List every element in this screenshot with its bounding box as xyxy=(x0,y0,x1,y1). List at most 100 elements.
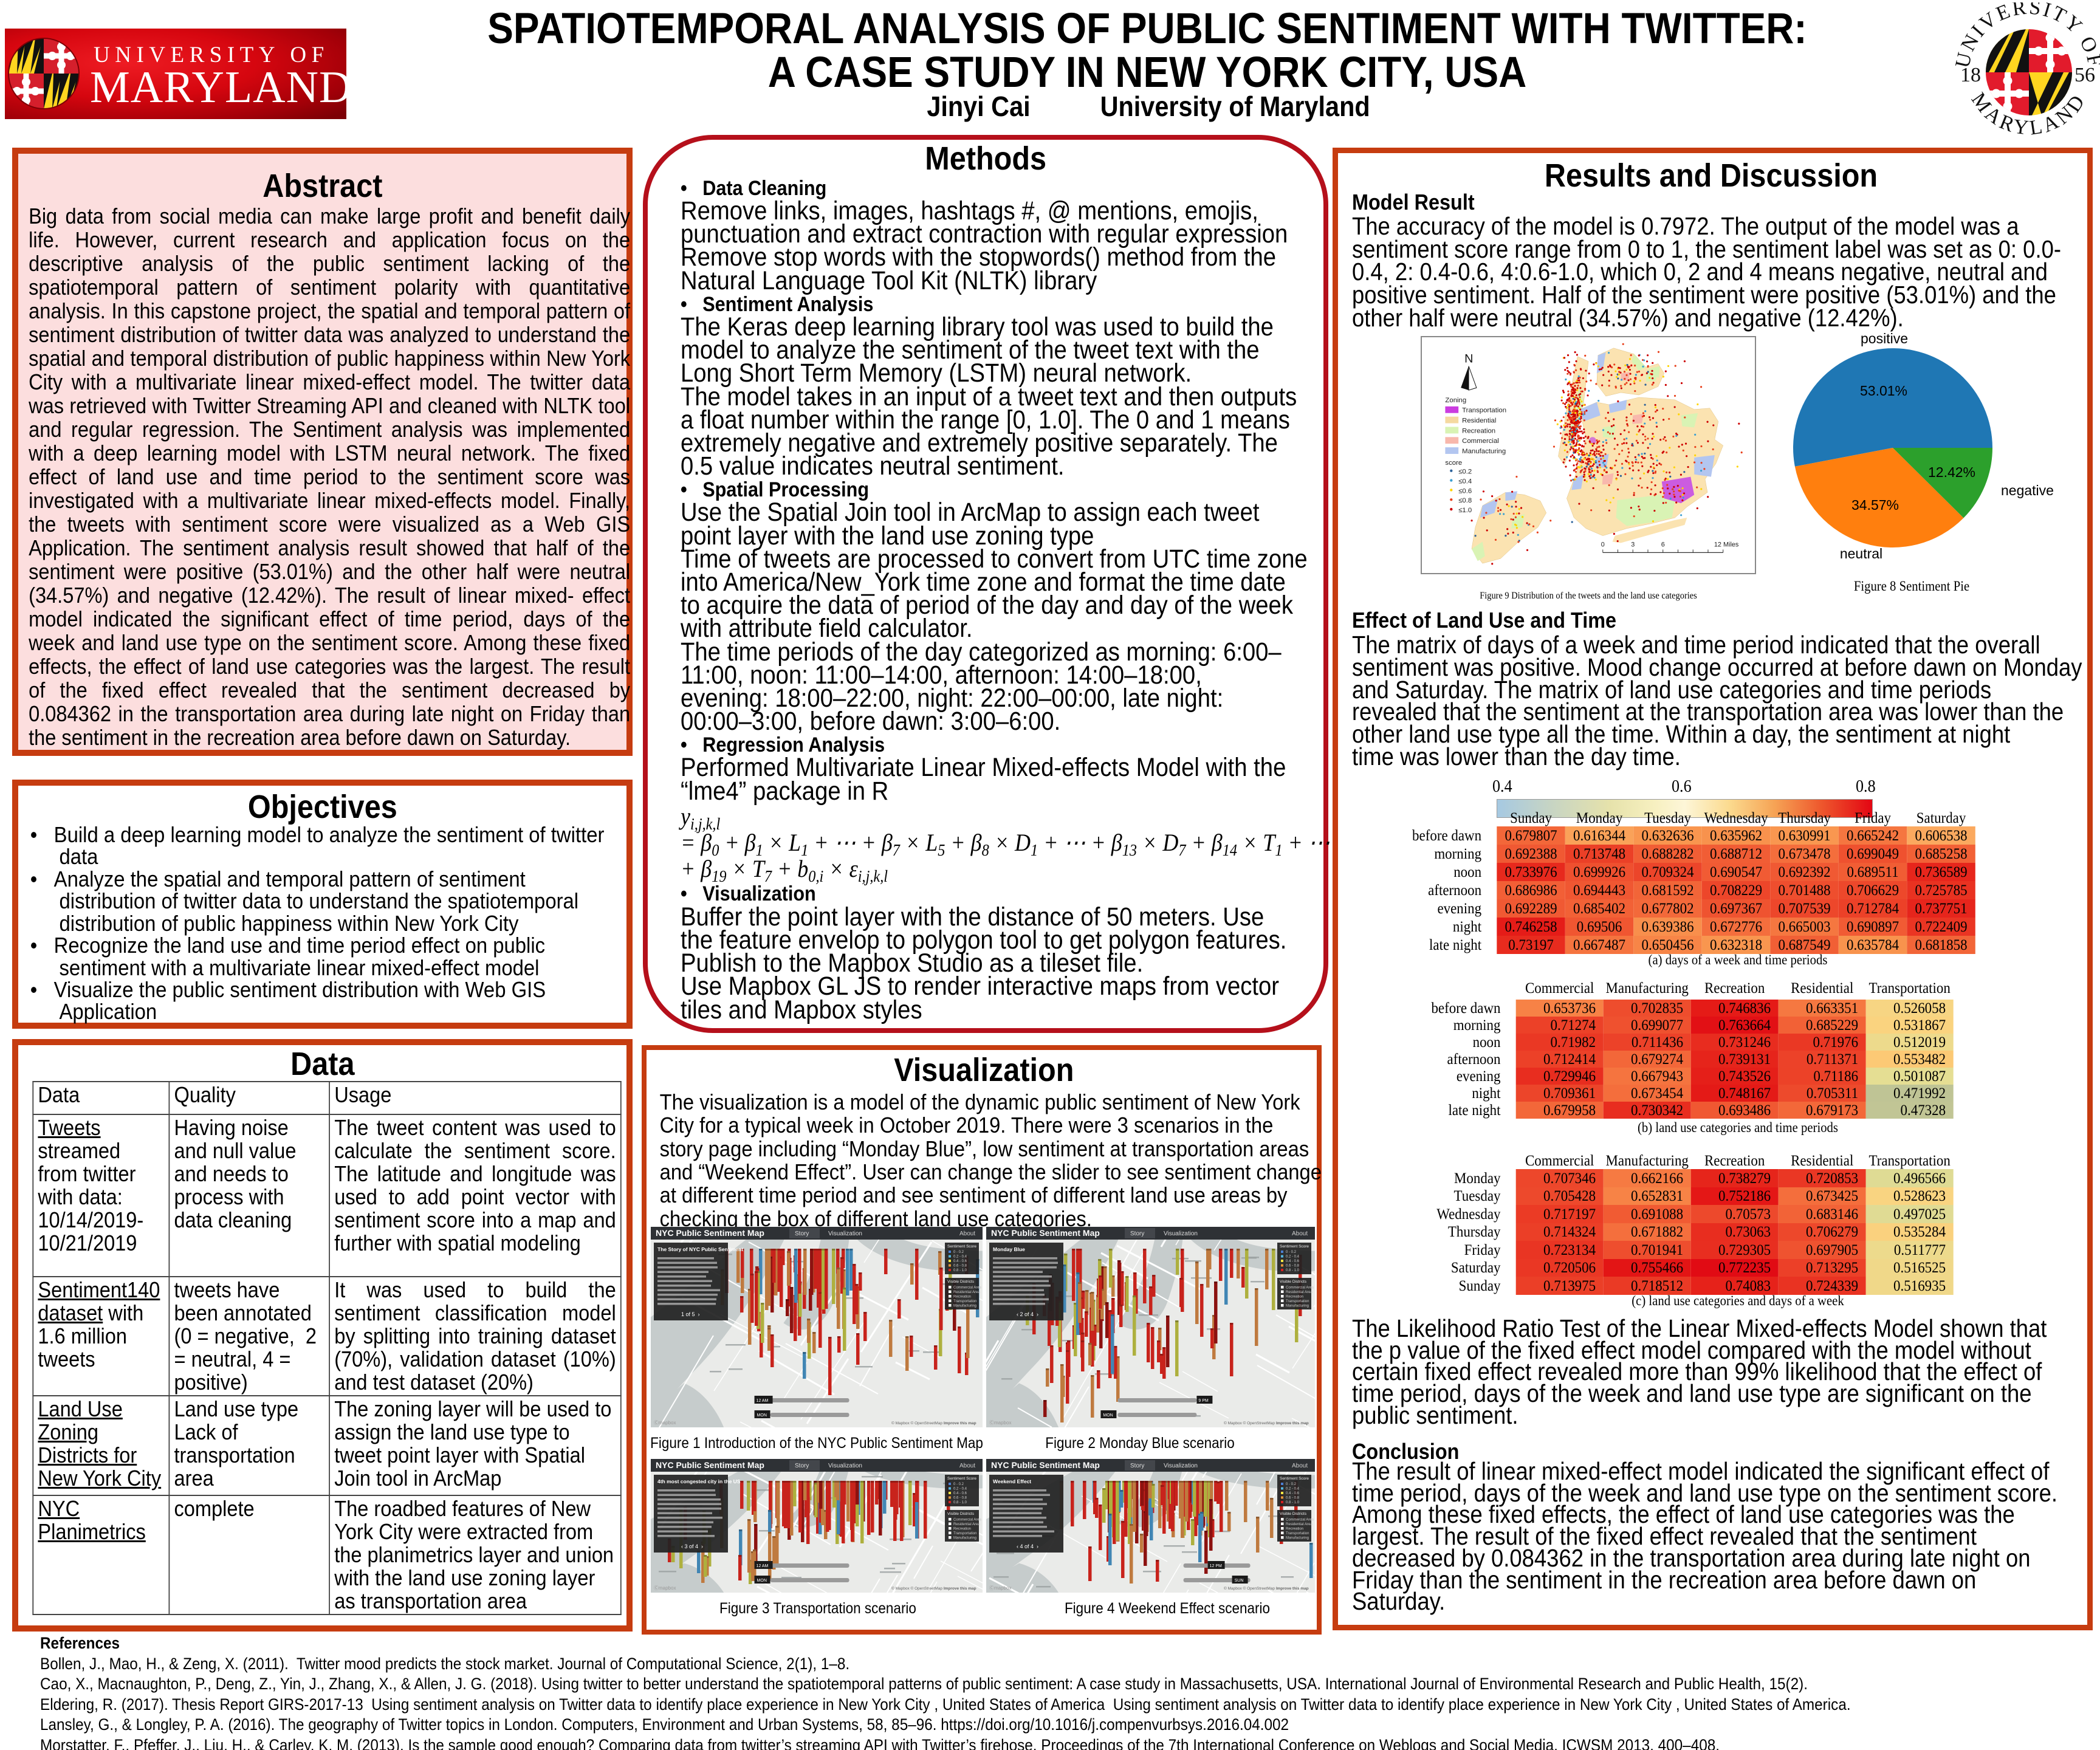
svg-text:© Mapbox © OpenStreetMap Impro: © Mapbox © OpenStreetMap Improve this ma… xyxy=(891,1421,976,1426)
svg-text:Visible Districts: Visible Districts xyxy=(1280,1280,1307,1284)
svg-text:‹ 2 of 4 ›: ‹ 2 of 4 › xyxy=(1017,1311,1038,1317)
svg-text:0.8 - 1.0: 0.8 - 1.0 xyxy=(1286,1501,1300,1505)
svg-text:Commercial: Commercial xyxy=(1462,437,1499,445)
svg-text:NYC Public Sentiment Map: NYC Public Sentiment Map xyxy=(991,1460,1100,1470)
svg-text:About: About xyxy=(1292,1463,1308,1469)
svg-text:0.8 - 1.0: 0.8 - 1.0 xyxy=(1286,1269,1300,1272)
svg-text:Visible Districts: Visible Districts xyxy=(1280,1512,1307,1516)
svg-text:Monday Blue: Monday Blue xyxy=(993,1246,1025,1252)
svg-text:Story: Story xyxy=(795,1230,809,1237)
svg-text:Recreation: Recreation xyxy=(1286,1295,1303,1299)
svg-text:score: score xyxy=(1445,459,1462,467)
svg-text:1 of 5 ›: 1 of 5 › xyxy=(681,1311,700,1317)
svg-text:About: About xyxy=(959,1230,975,1237)
svg-text:Story: Story xyxy=(795,1463,809,1469)
svg-text:34.57%: 34.57% xyxy=(1851,497,1899,513)
svg-text:0.6 - 0.8: 0.6 - 0.8 xyxy=(953,1264,967,1268)
svg-text:0.4 - 0.6: 0.4 - 0.6 xyxy=(953,1492,967,1495)
svg-text:≤0.6: ≤0.6 xyxy=(1458,487,1472,495)
svg-text:Ⓒmapbox: Ⓒmapbox xyxy=(654,1420,676,1426)
svg-text:12 AM: 12 AM xyxy=(757,1399,769,1403)
svg-text:18: 18 xyxy=(1960,64,1981,86)
svg-text:MON: MON xyxy=(757,1413,767,1418)
svg-text:© Mapbox © OpenStreetMap Impro: © Mapbox © OpenStreetMap Improve this ma… xyxy=(1224,1421,1309,1426)
svg-text:NYC Public Sentiment Map: NYC Public Sentiment Map xyxy=(656,1228,764,1238)
svg-text:Ⓒmapbox: Ⓒmapbox xyxy=(654,1585,676,1591)
svg-text:Visible Districts: Visible Districts xyxy=(947,1280,975,1284)
svg-text:Manufacturing: Manufacturing xyxy=(953,1537,976,1540)
svg-text:Visualization: Visualization xyxy=(1164,1463,1198,1469)
svg-text:Commercial Area: Commercial Area xyxy=(1286,1286,1314,1290)
svg-text:0.8 - 1.0: 0.8 - 1.0 xyxy=(953,1269,967,1272)
svg-text:Commercial Area: Commercial Area xyxy=(953,1286,982,1290)
svg-text:0.6 - 0.8: 0.6 - 0.8 xyxy=(1286,1264,1300,1268)
svg-text:UNIVERSITY OF: UNIVERSITY OF xyxy=(94,43,329,67)
svg-text:Transportation: Transportation xyxy=(953,1532,976,1536)
svg-text:Transportation: Transportation xyxy=(1462,407,1506,414)
svg-text:0.2 - 0.4: 0.2 - 0.4 xyxy=(1286,1255,1300,1259)
svg-text:12 AM: 12 AM xyxy=(757,1564,769,1568)
svg-text:SUN: SUN xyxy=(1235,1579,1244,1583)
svg-text:Commercial Area: Commercial Area xyxy=(953,1518,982,1522)
svg-text:neutral: neutral xyxy=(1840,546,1882,561)
svg-text:0.2 - 0.4: 0.2 - 0.4 xyxy=(953,1487,967,1491)
svg-text:N: N xyxy=(1464,352,1473,366)
svg-text:≤0.8: ≤0.8 xyxy=(1458,497,1472,504)
svg-text:4th most congested city in the: 4th most congested city in the US xyxy=(657,1478,741,1484)
svg-text:53.01%: 53.01% xyxy=(1860,383,1907,399)
svg-text:0.2 - 0.4: 0.2 - 0.4 xyxy=(953,1255,967,1259)
svg-text:Sentiment Score: Sentiment Score xyxy=(947,1244,976,1249)
svg-text:Recreation: Recreation xyxy=(953,1528,971,1531)
svg-text:56: 56 xyxy=(2074,64,2095,86)
svg-text:negative: negative xyxy=(2001,482,2054,498)
svg-text:≤1.0: ≤1.0 xyxy=(1458,507,1472,514)
svg-text:Ⓒmapbox: Ⓒmapbox xyxy=(989,1420,1011,1426)
svg-text:About: About xyxy=(959,1463,975,1469)
svg-text:Residential Area: Residential Area xyxy=(1286,1523,1312,1526)
svg-text:0 - 0.2: 0 - 0.2 xyxy=(953,1483,964,1486)
svg-text:0.8 - 1.0: 0.8 - 1.0 xyxy=(953,1501,967,1505)
svg-text:Story: Story xyxy=(1130,1463,1144,1469)
svg-text:‹ 4 of 4 ›: ‹ 4 of 4 › xyxy=(1017,1543,1038,1549)
svg-text:Manufacturing: Manufacturing xyxy=(1462,448,1506,455)
svg-text:Transportation: Transportation xyxy=(1286,1532,1309,1536)
svg-text:MON: MON xyxy=(1103,1413,1113,1418)
svg-text:12 PM: 12 PM xyxy=(1210,1564,1222,1568)
svg-text:0.4 - 0.6: 0.4 - 0.6 xyxy=(953,1260,967,1263)
svg-text:© Mapbox © OpenStreetMap Impro: © Mapbox © OpenStreetMap Improve this ma… xyxy=(1224,1586,1309,1591)
svg-text:Manufacturing: Manufacturing xyxy=(1286,1305,1309,1308)
svg-text:0: 0 xyxy=(1601,541,1605,548)
svg-text:Ⓒmapbox: Ⓒmapbox xyxy=(989,1585,1011,1591)
svg-text:Residential: Residential xyxy=(1462,417,1496,425)
svg-text:0.2 - 0.4: 0.2 - 0.4 xyxy=(1286,1487,1300,1491)
svg-text:Manufacturing: Manufacturing xyxy=(953,1305,976,1308)
svg-text:Visible Districts: Visible Districts xyxy=(947,1512,975,1516)
svg-text:NYC Public Sentiment Map: NYC Public Sentiment Map xyxy=(656,1460,764,1470)
svg-text:0.4 - 0.6: 0.4 - 0.6 xyxy=(1286,1492,1300,1495)
svg-text:6: 6 xyxy=(1661,541,1665,548)
svg-text:Sentiment Score: Sentiment Score xyxy=(1280,1244,1309,1249)
svg-text:0 - 0.2: 0 - 0.2 xyxy=(1286,1251,1297,1254)
svg-text:0.4 - 0.6: 0.4 - 0.6 xyxy=(1286,1260,1300,1263)
svg-text:0.6 - 0.8: 0.6 - 0.8 xyxy=(1286,1497,1300,1500)
svg-text:Residential Area: Residential Area xyxy=(953,1291,980,1294)
svg-text:Visualization: Visualization xyxy=(1164,1230,1198,1237)
svg-text:Residential Area: Residential Area xyxy=(953,1523,980,1526)
svg-text:0.6 - 0.8: 0.6 - 0.8 xyxy=(953,1497,967,1500)
svg-text:NYC Public Sentiment Map: NYC Public Sentiment Map xyxy=(991,1228,1100,1238)
svg-text:12 Miles: 12 Miles xyxy=(1714,541,1739,548)
svg-text:3: 3 xyxy=(1631,541,1635,548)
svg-text:Recreation: Recreation xyxy=(953,1295,971,1299)
svg-text:0 - 0.2: 0 - 0.2 xyxy=(953,1251,964,1254)
svg-text:Recreation: Recreation xyxy=(1462,427,1495,434)
svg-text:Visualization: Visualization xyxy=(828,1463,862,1469)
svg-text:Recreation: Recreation xyxy=(1286,1528,1303,1531)
svg-text:© Mapbox © OpenStreetMap Impro: © Mapbox © OpenStreetMap Improve this ma… xyxy=(891,1586,976,1591)
svg-text:Commercial Area: Commercial Area xyxy=(1286,1518,1314,1522)
svg-text:12.42%: 12.42% xyxy=(1928,464,1975,480)
svg-text:Sentiment Score: Sentiment Score xyxy=(1280,1477,1309,1481)
svg-text:Zoning: Zoning xyxy=(1445,397,1466,404)
svg-text:The Story of NYC Public Sentim: The Story of NYC Public Sentiment xyxy=(657,1246,743,1252)
svg-text:MON: MON xyxy=(757,1579,767,1583)
svg-text:Transportation: Transportation xyxy=(1286,1300,1309,1303)
